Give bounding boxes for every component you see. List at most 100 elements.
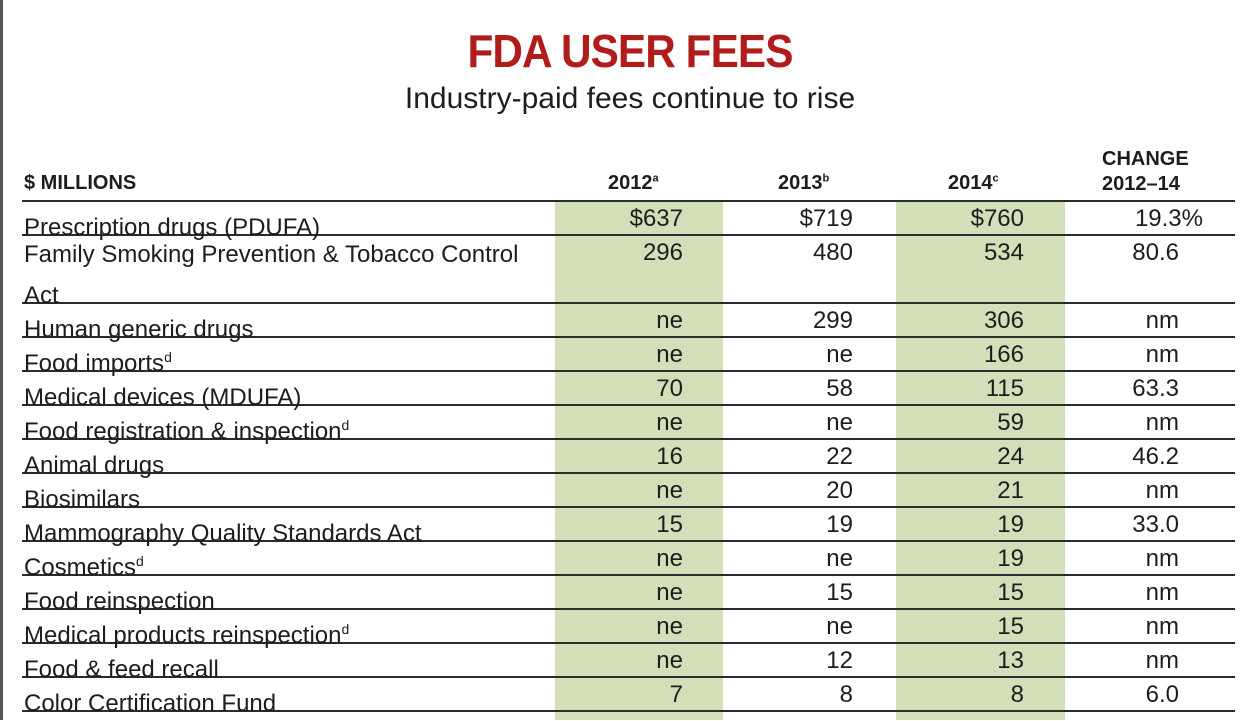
header-2013: 2013b [778,172,829,234]
row-label: Cosmeticsd [24,544,544,585]
cell-change: nm [1065,408,1179,438]
header-change: CHANGE 2012–14 [1102,147,1189,209]
cell-2014: 166 [983,341,1024,368]
footnote-mark: b [822,172,830,185]
row-label-text: Food imports [24,350,165,377]
page-title: FDA USER FEES [467,25,793,77]
footnote-mark: a [652,172,659,185]
cell-2013: ne [826,545,853,572]
row-label-text: Food & feed recall [24,656,219,683]
table-row: Food & feed recall ne 12 13 nm [22,644,1235,683]
row-label: Food reinspection [24,578,544,619]
table-row: Medical devices (MDUFA) 70 58 115 63.3 [22,372,1235,411]
cell-2012: ne [656,341,683,368]
row-label-text: Medical products reinspection [24,622,342,649]
row-label: Biosimilars [24,476,544,517]
cell-2013: 58 [826,375,853,402]
cell-change: nm [1065,476,1179,506]
cell-change-value: nm [1145,307,1179,334]
cell-change-value: 46.2 [1132,443,1179,470]
row-label: Human generic drugs [24,306,544,347]
cell-change-value: nm [1145,613,1179,640]
cell-2013: 19 [826,511,853,538]
cell-2013: 22 [826,443,853,470]
table-row: Prescription drugs (PDUFA) $637 $719 $760 19… [22,202,1235,241]
cell-2013: ne [826,613,853,640]
row-label: Food registration & inspectiond [24,408,544,449]
cell-change: 19.3% [1065,204,1203,234]
row-label: Food & feed recall [24,646,544,687]
cell-2014: 8 [1010,681,1024,708]
cell-2013: ne [826,409,853,436]
cell-change: nm [1065,646,1179,676]
row-label-text: Family Smoking Prevention & Tobacco Cont… [24,241,519,309]
header-2012: 2012a [608,172,659,234]
cell-2012: 296 [642,239,683,266]
row-label: Family Smoking Prevention & Tobacco Cont… [24,238,544,313]
row-label: Medical products reinspectiond [24,612,544,653]
cell-2014: 306 [983,307,1024,334]
header-2014: 2014c [948,172,999,234]
row-label-text: Prescription drugs (PDUFA) [24,214,321,241]
cell-2013: 299 [812,307,853,334]
row-label: Prescription drugs (PDUFA) [24,204,544,245]
row-label-text: Food registration & inspection [24,418,342,445]
row-label-text: Food reinspection [24,588,215,615]
row-label: Color Certification Fund [24,680,544,721]
cell-2013: 12 [826,647,853,674]
left-border [0,0,3,720]
cell-change: nm [1065,544,1179,574]
cell-2014: 13 [997,647,1024,674]
cell-2012: 70 [656,375,683,402]
row-label-text: Animal drugs [24,452,165,479]
header-change-line1: CHANGE [1102,148,1189,170]
row-label: Animal drugs [24,442,544,483]
row-label-text: Human generic drugs [24,316,254,343]
table-row: Food reinspection ne 15 15 nm [22,576,1235,615]
cell-2012: ne [656,647,683,674]
footnote-mark: d [136,553,144,569]
cell-2013: ne [826,341,853,368]
table-row: Cosmeticsd ne ne 19 nm [22,542,1235,581]
cell-2012: ne [656,545,683,572]
cell-change: nm [1065,306,1179,336]
cell-2012: ne [656,477,683,504]
table-row: Biosimilars ne 20 21 nm [22,474,1235,513]
header-label: $ MILLIONS [24,172,137,194]
cell-2013: $719 [799,205,853,232]
table-row: Color Certification Fund 7 8 8 6.0 [22,678,1235,717]
header-change-line2: 2012–14 [1102,173,1180,195]
table-row: Animal drugs 16 22 24 46.2 [22,440,1235,479]
row-label-text: Medical devices (MDUFA) [24,384,302,411]
cell-change: nm [1065,340,1179,370]
cell-2012: ne [656,409,683,436]
header-year: 2012 [608,172,653,194]
cell-2014: $760 [970,205,1024,232]
cell-change-value: 6.0 [1145,681,1179,708]
row-label-text: Biosimilars [24,486,141,513]
highlight-column-2014 [896,202,1065,720]
header-year: 2013 [778,172,823,194]
cell-2014: 15 [997,613,1024,640]
cell-change-value: nm [1145,647,1179,674]
cell-2013: 15 [826,579,853,606]
cell-change-value: nm [1145,477,1179,504]
header-rule [22,200,1235,202]
row-label-text: Cosmetics [24,554,137,581]
row-label-text: Color Certification Fund [24,690,277,717]
cell-change-value: 80.6 [1132,239,1179,266]
cell-change: 80.6 [1065,238,1179,268]
table-row: Human generic drugs ne 299 306 nm [22,304,1235,343]
row-label: Mammography Quality Standards Act [24,510,544,551]
cell-change: 33.0 [1065,510,1179,540]
table-row: Food registration & inspectiond ne ne 59 nm [22,406,1235,445]
cell-2012: 15 [656,511,683,538]
cell-2013: 20 [826,477,853,504]
cell-change: 6.0 [1065,680,1179,710]
cell-change: nm [1065,578,1179,608]
cell-change-value: 33.0 [1132,511,1179,538]
footnote-mark: d [341,621,350,637]
cell-change: 63.3 [1065,374,1179,404]
table-row: Mammography Quality Standards Act 15 19 19 3… [22,508,1235,547]
cell-2012: ne [656,579,683,606]
